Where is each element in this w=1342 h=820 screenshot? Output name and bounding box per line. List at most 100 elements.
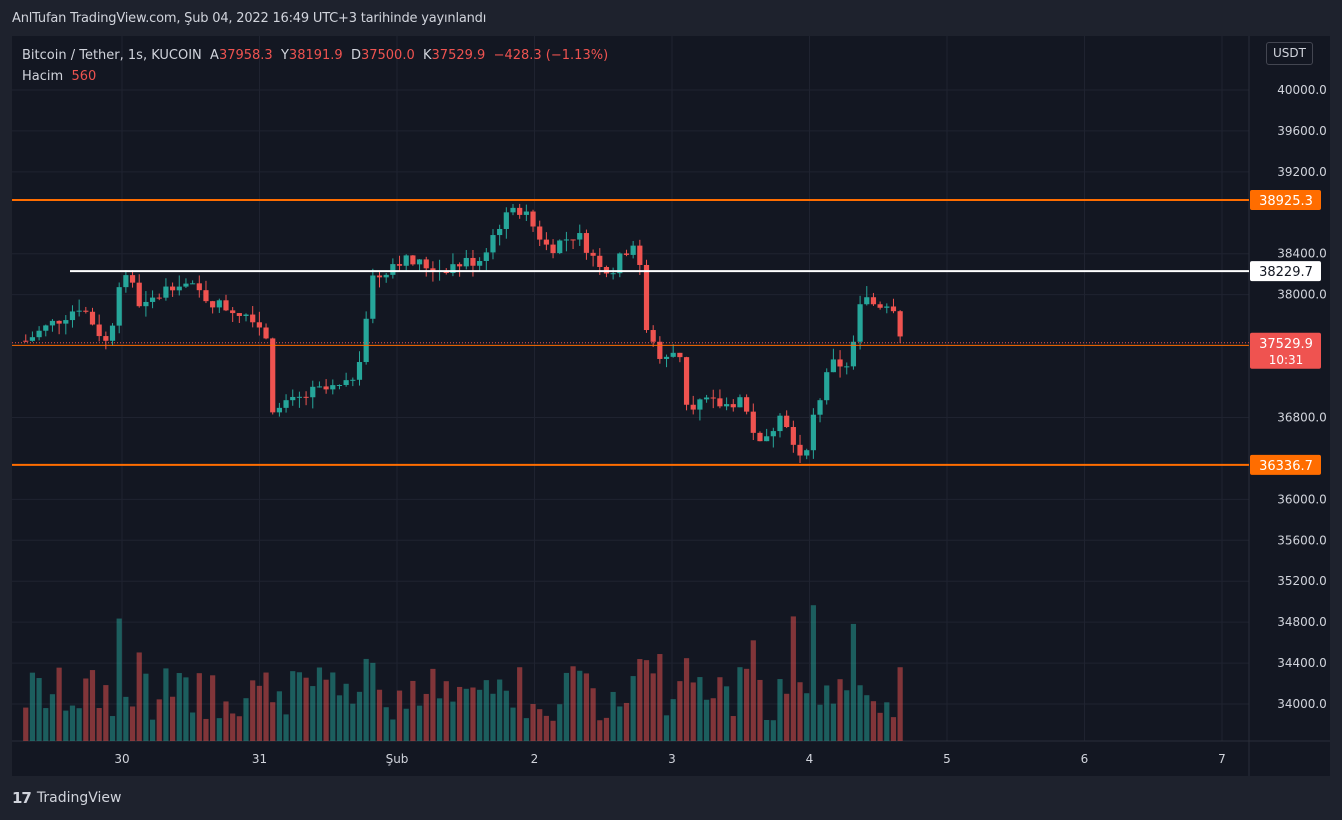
volume-bar: [610, 691, 616, 741]
volume-bar: [457, 686, 463, 741]
volume-bar: [136, 652, 142, 741]
volume-bar: [263, 672, 269, 741]
candle-body: [123, 275, 129, 288]
volume-bar: [303, 677, 309, 741]
volume-bar: [884, 702, 890, 741]
currency-selector[interactable]: USDT: [1266, 42, 1313, 65]
candle-body: [290, 396, 296, 401]
candle-body: [884, 306, 890, 308]
candle-body: [690, 404, 696, 410]
candle-body: [550, 244, 556, 254]
candle-body: [23, 340, 29, 342]
volume-bar: [430, 668, 436, 741]
volume-bar: [363, 658, 369, 741]
level-price-tag: 36336.7: [1250, 454, 1321, 475]
candle-body: [797, 444, 803, 456]
volume-bar: [497, 679, 503, 741]
volume-bar: [109, 716, 116, 741]
candle-body: [250, 314, 256, 323]
candle-body: [303, 396, 309, 398]
level-price-tag: 38229.7: [1250, 261, 1321, 282]
candle-body: [310, 386, 316, 398]
volume-bar: [190, 712, 196, 741]
volume-bar: [83, 678, 89, 741]
price-tick-label: 36800.0: [1277, 410, 1327, 424]
candle-body: [703, 397, 710, 400]
candle-body: [163, 286, 169, 298]
candle-body: [650, 330, 656, 342]
candle-body: [890, 306, 897, 312]
candle-body: [497, 228, 503, 236]
candle-body: [717, 398, 723, 407]
candle-body: [837, 359, 843, 367]
volume-bar: [23, 707, 29, 741]
candle-body: [323, 386, 329, 390]
volume-bar: [630, 676, 636, 741]
footer-brand[interactable]: 17 TradingView: [12, 789, 121, 807]
tradingview-logo-icon: 17: [12, 789, 32, 807]
volume-bar: [784, 693, 790, 741]
low-value: 37500.0: [360, 48, 415, 63]
chart-area[interactable]: 34000.0 34400.0 34800.0 35200.0 35600.0 36000…: [12, 36, 1330, 776]
volume-bar: [697, 677, 703, 741]
volume-bar: [810, 605, 816, 741]
volume-bar: [557, 704, 563, 741]
volume-bar: [76, 708, 82, 741]
volume-bar: [149, 719, 156, 741]
volume-bar: [677, 681, 683, 741]
candle-body: [770, 431, 776, 437]
volume-bar: [870, 701, 877, 741]
close-label: K: [423, 48, 432, 63]
candle-body: [723, 404, 730, 407]
change-value: −428.3 (−1.13%): [493, 48, 609, 63]
candle-body: [89, 311, 96, 325]
candle-body: [463, 257, 469, 267]
volume-bar: [770, 720, 776, 741]
candle-body: [356, 362, 363, 380]
volume-bar: [570, 666, 576, 741]
candle-body: [169, 286, 176, 291]
candle-body: [583, 233, 590, 253]
symbol-name: Bitcoin / Tether, 1s, KUCOIN: [22, 48, 202, 63]
volume-bar: [163, 668, 169, 741]
candle-body: [744, 397, 750, 412]
volume-bar: [737, 667, 743, 741]
volume-bar: [443, 681, 449, 741]
candle-body: [483, 252, 489, 262]
candle-body: [730, 404, 736, 408]
price-tick-label: 38000.0: [1277, 288, 1327, 302]
volume-bar: [63, 710, 69, 741]
volume-bar: [817, 704, 823, 741]
candle-body: [223, 300, 229, 311]
open-label: A: [210, 48, 219, 63]
candle-body: [857, 304, 863, 342]
candle-body: [777, 415, 783, 432]
volume-bar: [256, 685, 262, 741]
volume-bar: [777, 679, 783, 741]
volume-bar: [123, 696, 129, 741]
candle-body: [83, 310, 89, 312]
candle-body: [376, 275, 383, 278]
candle-body: [523, 211, 529, 215]
time-tick-label: Şub: [386, 752, 409, 766]
candle-body: [343, 380, 349, 385]
candle-body: [670, 352, 676, 357]
volume-bar: [543, 715, 549, 741]
volume-bar: [356, 691, 363, 741]
volume-bar: [844, 690, 850, 741]
volume-bar: [450, 701, 456, 741]
price-tick-label: 39600.0: [1277, 124, 1327, 138]
candle-body: [230, 310, 236, 314]
volume-bar: [864, 695, 870, 741]
svg-text:38229.7: 38229.7: [1259, 265, 1313, 280]
candle-body: [630, 245, 636, 255]
candle-body: [477, 261, 483, 266]
volume-bar: [637, 659, 643, 741]
candle-body: [296, 396, 303, 398]
svg-text:38925.3: 38925.3: [1259, 194, 1313, 209]
candlestick-chart[interactable]: 34000.0 34400.0 34800.0 35200.0 35600.0 36000…: [12, 36, 1330, 776]
candle-body: [557, 240, 563, 254]
candle-body: [136, 282, 142, 307]
candle-body: [450, 264, 456, 274]
volume-bar: [423, 693, 429, 741]
